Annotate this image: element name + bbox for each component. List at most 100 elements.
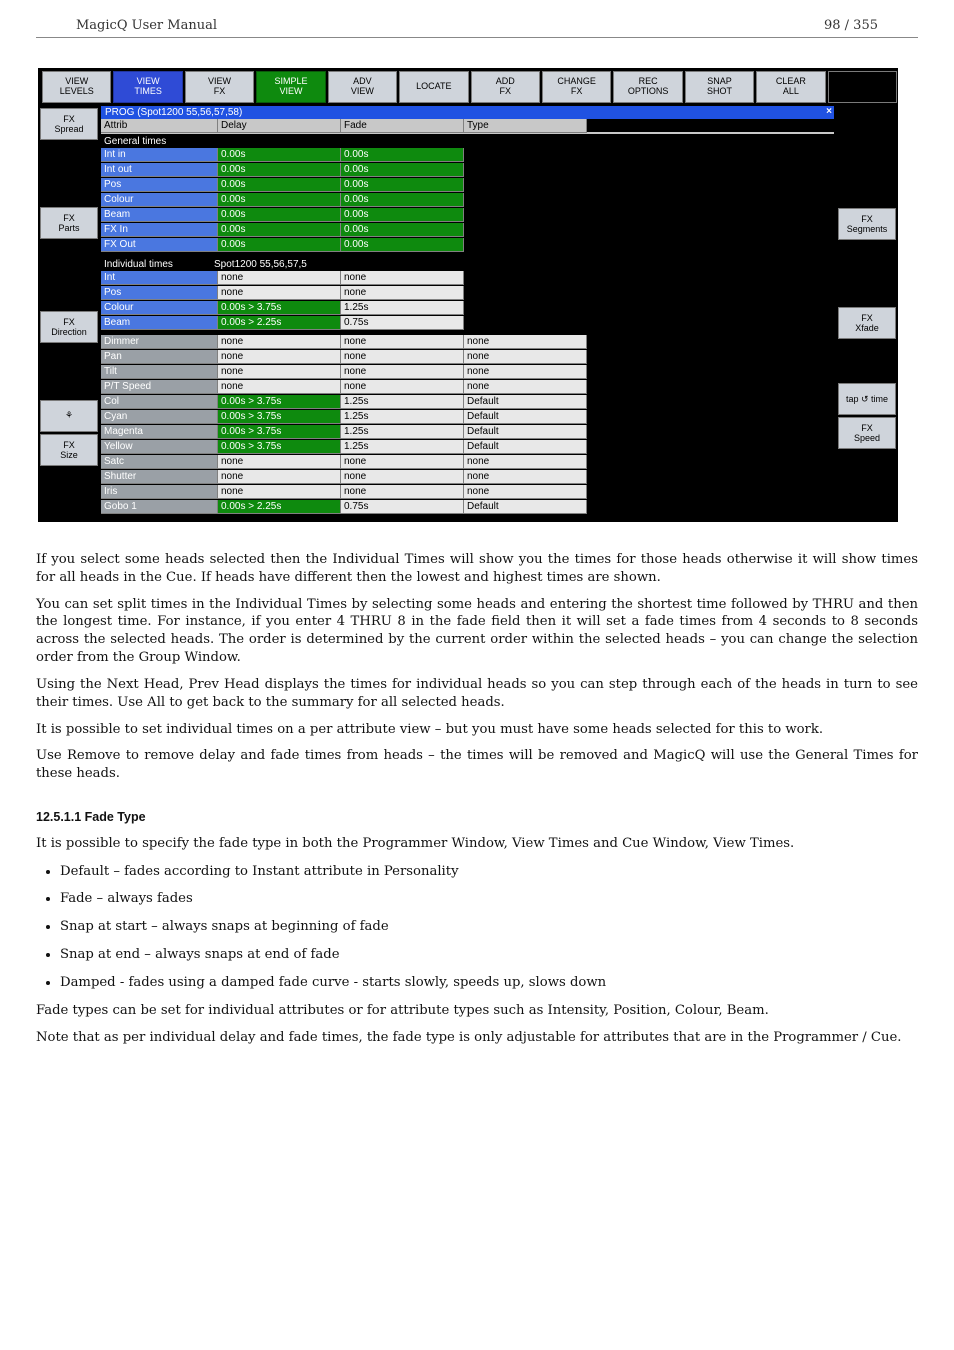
top-button[interactable]: ADVVIEW [328,71,397,103]
side-button[interactable]: FXDirection [40,311,98,343]
cell-fade[interactable]: 0.00s [341,238,464,252]
cell-fade[interactable]: 1.25s [341,410,464,424]
side-button[interactable]: FXParts [40,207,98,239]
cell-delay[interactable]: none [218,380,341,394]
top-button[interactable]: CHANGEFX [542,71,611,103]
top-button[interactable]: RECOPTIONS [613,71,682,103]
top-button[interactable]: SNAPSHOT [685,71,754,103]
cell-type[interactable]: Default [464,425,587,439]
cell-delay[interactable]: 0.00s [218,148,341,162]
cell-fade[interactable]: 1.25s [341,395,464,409]
cell-delay[interactable]: 0.00s > 3.75s [218,301,341,315]
top-button[interactable]: ADDFX [471,71,540,103]
side-button[interactable]: FXSegments [838,208,896,240]
cell-delay[interactable]: 0.00s > 3.75s [218,425,341,439]
top-button[interactable]: LOCATE [399,71,468,103]
cell-delay[interactable]: 0.00s > 3.75s [218,440,341,454]
side-button[interactable]: ⚘ [40,400,98,432]
cell-delay[interactable]: none [218,485,341,499]
cell-fade[interactable]: 0.75s [341,316,464,330]
cell-delay[interactable]: none [218,335,341,349]
table-row[interactable]: FX Out0.00s0.00s [101,238,834,253]
table-row[interactable]: Int out0.00s0.00s [101,163,834,178]
cell-fade[interactable]: 0.00s [341,208,464,222]
table-row[interactable]: Shutternonenonenone [101,470,834,485]
cell-fade[interactable]: none [341,350,464,364]
table-row[interactable]: Beam0.00s0.00s [101,208,834,223]
cell-fade[interactable]: 1.25s [341,301,464,315]
cell-delay[interactable]: 0.00s [218,193,341,207]
side-button[interactable]: FXXfade [838,307,896,339]
table-row[interactable]: Tiltnonenonenone [101,365,834,380]
cell-fade[interactable]: none [341,455,464,469]
table-row[interactable]: Col0.00s > 3.75s1.25sDefault [101,395,834,410]
cell-type[interactable]: Default [464,440,587,454]
table-row[interactable]: Satcnonenonenone [101,455,834,470]
top-button[interactable]: SIMPLEVIEW [256,71,325,103]
table-row[interactable]: Yellow0.00s > 3.75s1.25sDefault [101,440,834,455]
cell-delay[interactable]: 0.00s > 3.75s [218,410,341,424]
cell-fade[interactable]: 1.25s [341,440,464,454]
cell-type[interactable]: none [464,470,587,484]
table-row[interactable]: Dimmernonenonenone [101,335,834,350]
table-row[interactable]: P/T Speednonenonenone [101,380,834,395]
cell-fade[interactable]: none [341,380,464,394]
table-row[interactable]: Pos0.00s0.00s [101,178,834,193]
table-row[interactable]: Pannonenonenone [101,350,834,365]
cell-type[interactable]: Default [464,395,587,409]
cell-fade[interactable]: none [341,271,464,285]
cell-delay[interactable]: none [218,365,341,379]
cell-delay[interactable]: 0.00s > 3.75s [218,395,341,409]
close-icon[interactable]: × [826,106,832,117]
cell-fade[interactable]: 0.00s [341,223,464,237]
side-button[interactable]: FXSpread [40,108,98,140]
table-row[interactable]: Colour0.00s0.00s [101,193,834,208]
table-row[interactable]: Intnonenone [101,271,834,286]
cell-delay[interactable]: none [218,271,341,285]
table-row[interactable]: Irisnonenonenone [101,485,834,500]
cell-fade[interactable]: 0.75s [341,500,464,514]
side-button[interactable]: FXSpeed [838,417,896,449]
cell-delay[interactable]: 0.00s [218,223,341,237]
cell-fade[interactable]: 0.00s [341,163,464,177]
side-button[interactable]: tap ↺ time [838,383,896,415]
cell-fade[interactable]: none [341,485,464,499]
table-row[interactable]: Gobo 10.00s > 2.25s0.75sDefault [101,500,834,515]
table-row[interactable]: Colour0.00s > 3.75s1.25s [101,301,834,316]
cell-delay[interactable]: none [218,286,341,300]
cell-fade[interactable]: 0.00s [341,178,464,192]
cell-delay[interactable]: 0.00s [218,208,341,222]
cell-delay[interactable]: 0.00s [218,163,341,177]
cell-type[interactable]: none [464,380,587,394]
cell-fade[interactable]: none [341,335,464,349]
table-row[interactable]: Beam0.00s > 2.25s0.75s [101,316,834,331]
cell-type[interactable]: none [464,335,587,349]
table-row[interactable]: Cyan0.00s > 3.75s1.25sDefault [101,410,834,425]
cell-fade[interactable]: none [341,286,464,300]
top-button[interactable]: VIEWFX [185,71,254,103]
cell-delay[interactable]: 0.00s > 2.25s [218,316,341,330]
table-row[interactable]: Int in0.00s0.00s [101,148,834,163]
cell-delay[interactable]: none [218,350,341,364]
side-button[interactable]: FXSize [40,434,98,466]
cell-type[interactable]: none [464,455,587,469]
cell-fade[interactable]: none [341,365,464,379]
cell-type[interactable]: none [464,350,587,364]
cell-delay[interactable]: 0.00s [218,178,341,192]
cell-type[interactable]: none [464,365,587,379]
cell-delay[interactable]: 0.00s > 2.25s [218,500,341,514]
cell-fade[interactable]: 0.00s [341,148,464,162]
top-button[interactable]: VIEWTIMES [113,71,182,103]
top-button[interactable]: VIEWLEVELS [42,71,111,103]
cell-delay[interactable]: 0.00s [218,238,341,252]
table-row[interactable]: FX In0.00s0.00s [101,223,834,238]
cell-delay[interactable]: none [218,470,341,484]
table-row[interactable]: Posnonenone [101,286,834,301]
cell-delay[interactable]: none [218,455,341,469]
top-button[interactable]: CLEARALL [756,71,825,103]
cell-type[interactable]: Default [464,500,587,514]
cell-fade[interactable]: 0.00s [341,193,464,207]
table-row[interactable]: Magenta0.00s > 3.75s1.25sDefault [101,425,834,440]
cell-fade[interactable]: 1.25s [341,425,464,439]
cell-type[interactable]: Default [464,410,587,424]
